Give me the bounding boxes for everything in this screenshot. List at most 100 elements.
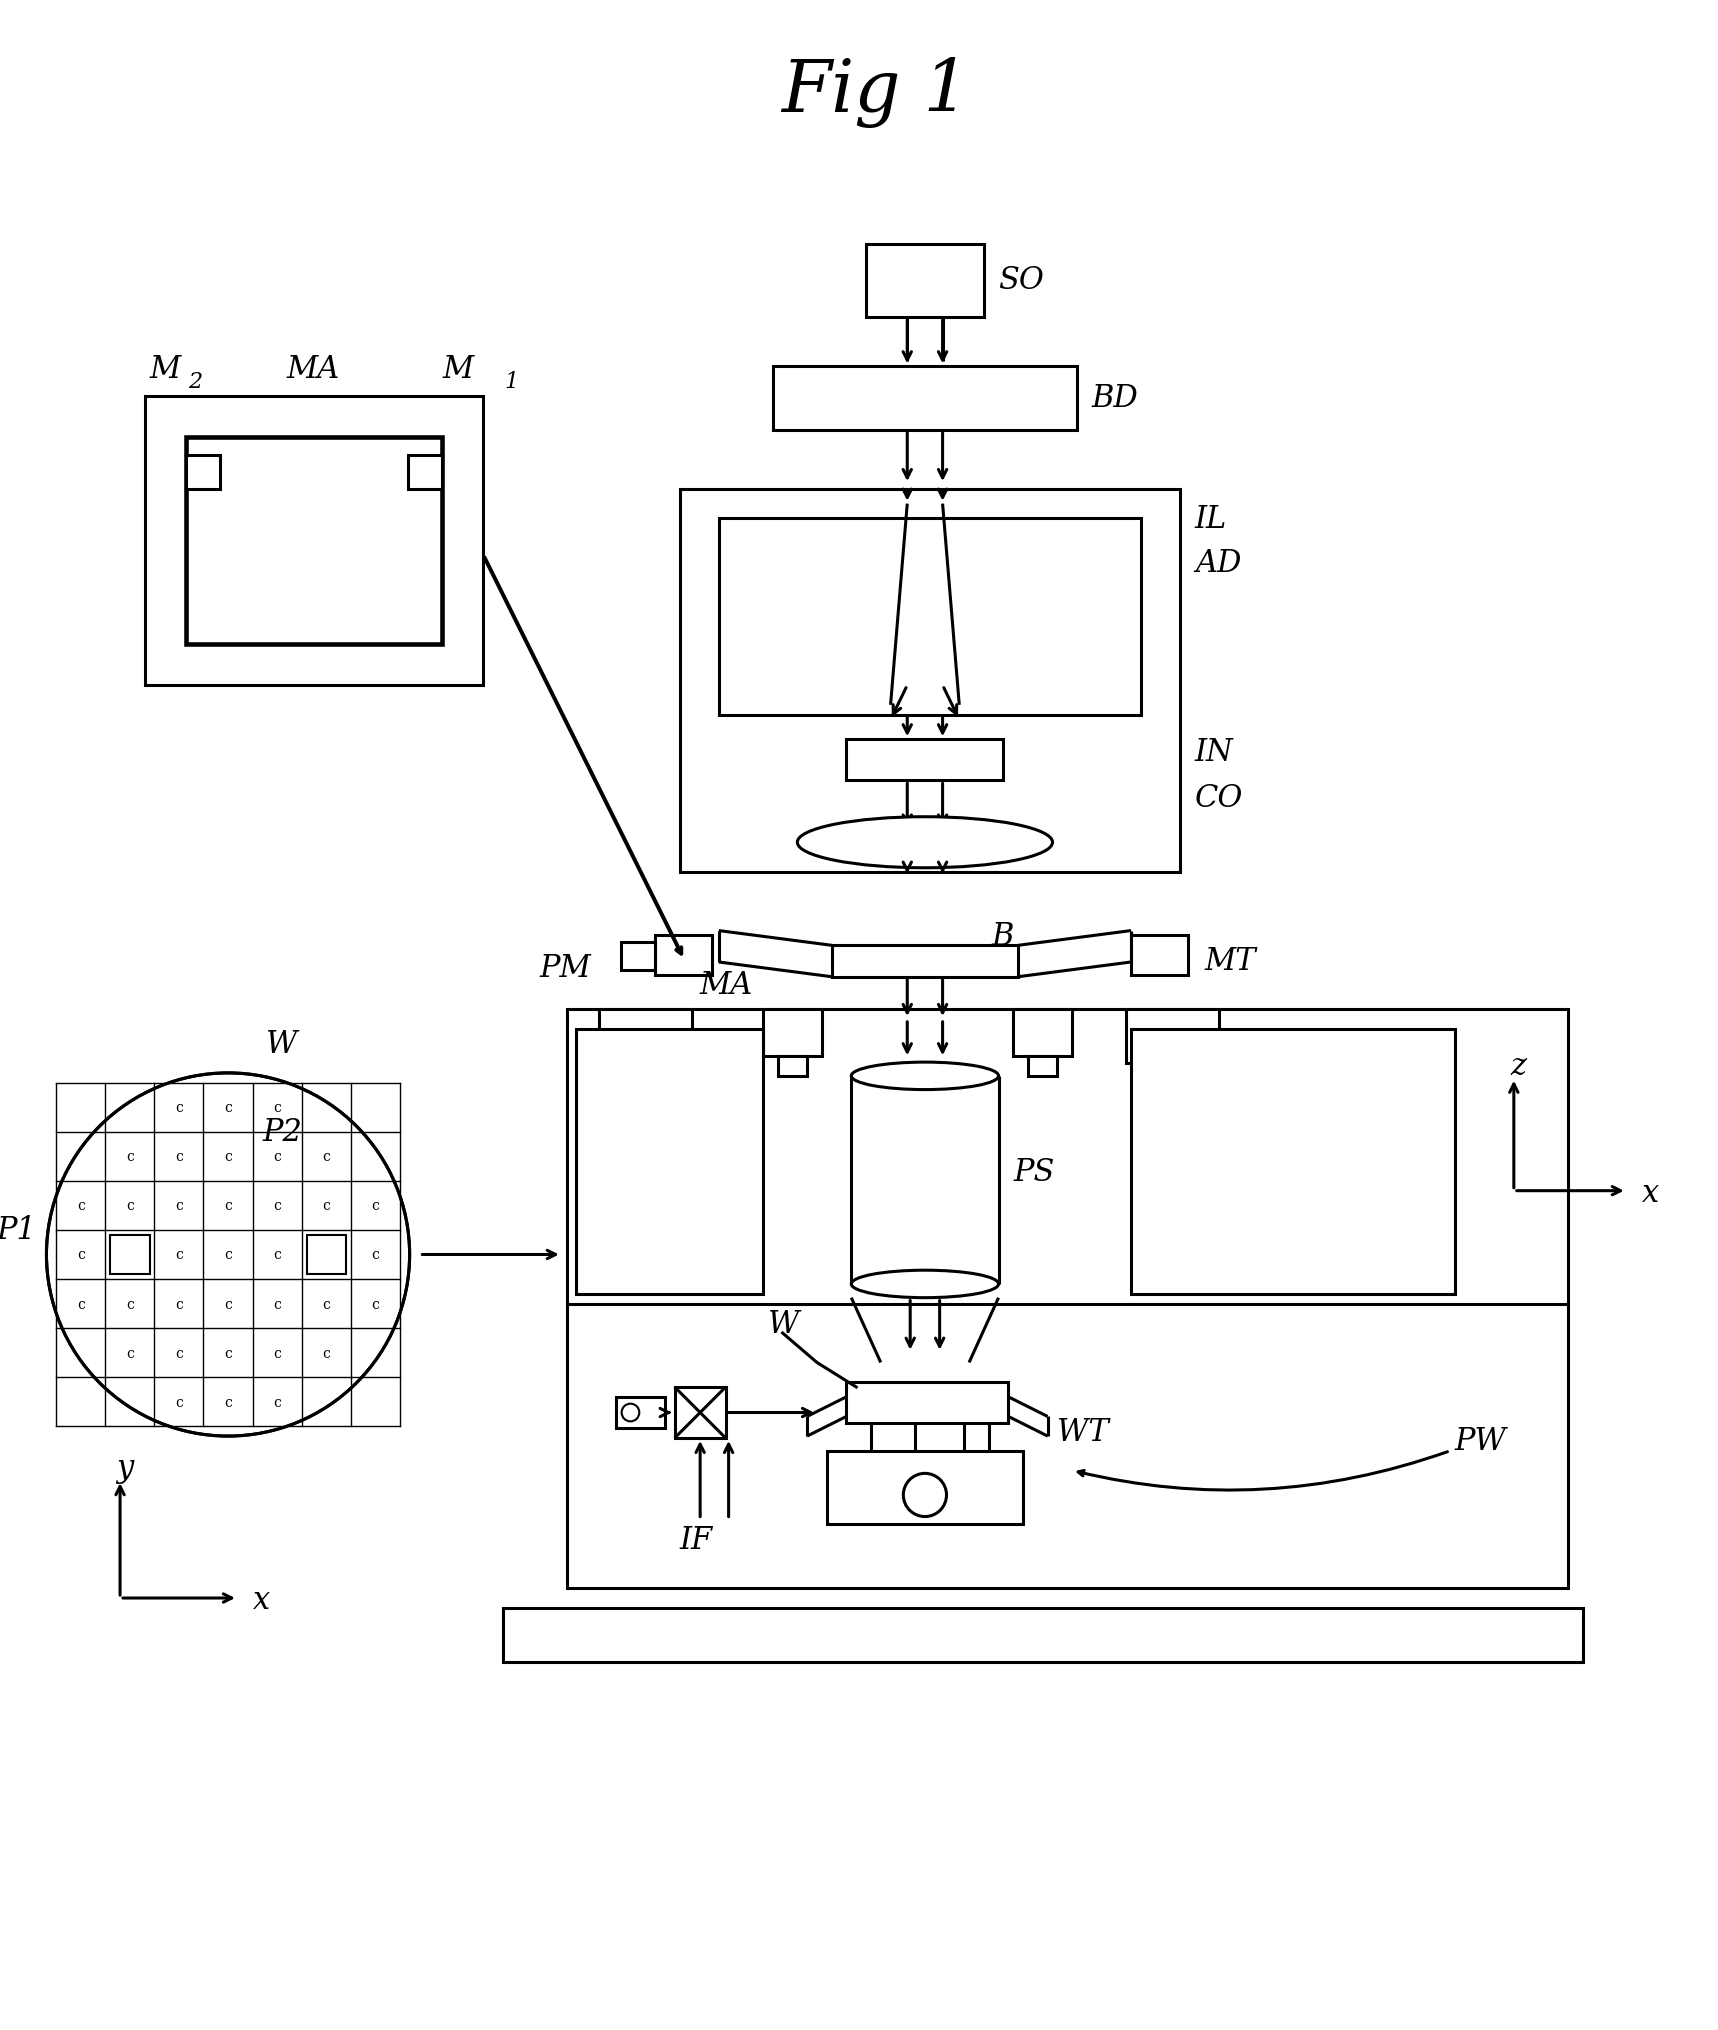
Bar xyxy=(615,1397,665,1429)
Bar xyxy=(567,1009,1569,1587)
Bar xyxy=(778,1058,807,1076)
Bar xyxy=(773,367,1077,430)
Text: x: x xyxy=(253,1585,270,1616)
Text: M: M xyxy=(442,353,474,384)
Text: c: c xyxy=(223,1248,232,1263)
Text: c: c xyxy=(273,1395,282,1409)
Text: SO: SO xyxy=(998,266,1045,296)
Bar xyxy=(847,739,1003,782)
Text: c: c xyxy=(273,1200,282,1212)
Text: c: c xyxy=(323,1149,330,1163)
Text: PW: PW xyxy=(1455,1425,1507,1458)
Text: c: c xyxy=(323,1346,330,1360)
Text: c: c xyxy=(273,1248,282,1263)
Text: IN: IN xyxy=(1194,737,1234,767)
Text: W: W xyxy=(768,1307,799,1340)
Text: c: c xyxy=(371,1200,380,1212)
Circle shape xyxy=(46,1074,409,1437)
Bar xyxy=(631,1064,660,1086)
Ellipse shape xyxy=(797,818,1053,869)
Text: c: c xyxy=(323,1200,330,1212)
Bar xyxy=(1125,1009,1220,1064)
Bar xyxy=(675,1386,725,1439)
Text: 1: 1 xyxy=(505,371,519,392)
Text: M: M xyxy=(149,353,180,384)
Text: c: c xyxy=(273,1149,282,1163)
Bar xyxy=(620,942,655,970)
Bar xyxy=(577,1029,763,1293)
Text: x: x xyxy=(1641,1177,1658,1208)
Text: c: c xyxy=(323,1248,330,1263)
Text: c: c xyxy=(125,1248,134,1263)
Ellipse shape xyxy=(852,1062,998,1090)
Text: MA: MA xyxy=(699,970,752,1001)
Text: P2: P2 xyxy=(263,1116,302,1147)
Text: c: c xyxy=(223,1200,232,1212)
Bar xyxy=(1130,1029,1455,1293)
Text: W: W xyxy=(266,1029,297,1060)
Text: IL: IL xyxy=(1194,503,1227,534)
Text: PM: PM xyxy=(539,952,591,985)
Text: c: c xyxy=(223,1149,232,1163)
Text: c: c xyxy=(175,1297,182,1311)
Text: IF: IF xyxy=(680,1525,713,1555)
Text: c: c xyxy=(175,1395,182,1409)
Bar xyxy=(600,1009,692,1064)
Text: Fig 1: Fig 1 xyxy=(780,57,969,128)
Bar xyxy=(407,455,442,489)
Text: y: y xyxy=(117,1451,134,1484)
Text: c: c xyxy=(77,1248,84,1263)
Text: c: c xyxy=(273,1297,282,1311)
Ellipse shape xyxy=(852,1271,998,1297)
Text: c: c xyxy=(371,1297,380,1311)
Bar xyxy=(847,1382,1008,1423)
Text: c: c xyxy=(77,1297,84,1311)
Text: c: c xyxy=(125,1346,134,1360)
Text: c: c xyxy=(371,1248,380,1263)
Bar xyxy=(832,946,1019,976)
Text: c: c xyxy=(223,1346,232,1360)
Bar xyxy=(1156,1064,1185,1086)
Text: WT: WT xyxy=(1058,1417,1110,1447)
Text: c: c xyxy=(223,1395,232,1409)
Text: c: c xyxy=(223,1297,232,1311)
Text: P1: P1 xyxy=(0,1214,36,1246)
Text: z: z xyxy=(1510,1050,1527,1082)
Bar xyxy=(306,1234,345,1275)
Bar xyxy=(503,1608,1582,1663)
Text: c: c xyxy=(175,1200,182,1212)
Text: c: c xyxy=(77,1200,84,1212)
Bar xyxy=(718,520,1141,715)
Bar xyxy=(144,396,483,686)
Bar xyxy=(680,489,1180,873)
Bar xyxy=(763,1009,821,1058)
Text: c: c xyxy=(175,1346,182,1360)
Bar xyxy=(1130,936,1187,974)
Bar xyxy=(826,1451,1024,1525)
Text: c: c xyxy=(223,1100,232,1114)
Text: AD: AD xyxy=(1194,548,1242,579)
Bar xyxy=(1027,1058,1058,1076)
Text: MT: MT xyxy=(1204,946,1256,976)
Bar xyxy=(110,1234,149,1275)
Text: MA: MA xyxy=(287,353,340,384)
Bar xyxy=(1014,1009,1072,1058)
Text: c: c xyxy=(175,1248,182,1263)
Bar xyxy=(655,936,711,974)
Bar xyxy=(186,455,220,489)
Text: c: c xyxy=(273,1100,282,1114)
Text: BD: BD xyxy=(1091,384,1139,414)
Text: B: B xyxy=(991,920,1014,952)
Text: c: c xyxy=(125,1297,134,1311)
Bar xyxy=(866,244,984,319)
Text: c: c xyxy=(175,1149,182,1163)
Text: c: c xyxy=(323,1297,330,1311)
Text: CO: CO xyxy=(1194,782,1244,814)
Text: c: c xyxy=(175,1100,182,1114)
Bar xyxy=(186,438,442,646)
Text: 2: 2 xyxy=(187,371,203,392)
Text: c: c xyxy=(273,1346,282,1360)
Text: c: c xyxy=(125,1200,134,1212)
Text: PS: PS xyxy=(1014,1155,1055,1188)
Text: c: c xyxy=(125,1149,134,1163)
